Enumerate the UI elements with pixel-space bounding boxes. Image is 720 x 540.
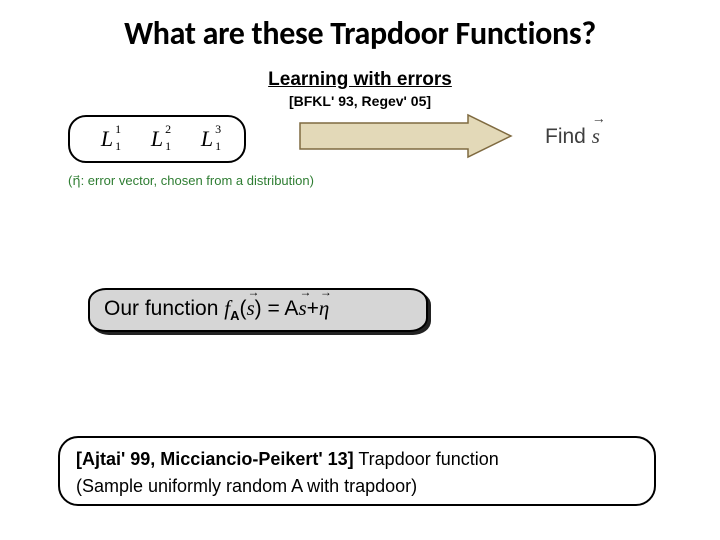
function-text: Our function fA(→s) = A→s+→η [104, 296, 329, 323]
function-box: Our function fA(→s) = A→s+→η [88, 288, 428, 332]
arrow-icon [298, 113, 513, 159]
lvar-2: L21 [151, 126, 163, 152]
page-title: What are these Trapdoor Functions? [0, 0, 720, 59]
diagram-stage: L11 L21 L31 Find →s (η⃗: error vector, c… [0, 111, 720, 251]
bottom-line2: (Sample uniformly random A with trapdoor… [76, 473, 638, 500]
equation-box: L11 L21 L31 [68, 115, 246, 163]
bottom-citation-box: [Ajtai' 99, Micciancio-Peikert' 13] Trap… [58, 436, 656, 506]
bottom-line1: [Ajtai' 99, Micciancio-Peikert' 13] Trap… [76, 446, 638, 473]
citation-top: [BFKL' 93, Regev' 05] [0, 93, 720, 109]
lvar-3: L31 [201, 126, 213, 152]
find-label: Find →s [545, 124, 600, 149]
eta-note: (η⃗: error vector, chosen from a distrib… [68, 173, 314, 189]
subtitle: Learning with errors [0, 69, 720, 91]
lvar-1: L11 [101, 126, 113, 152]
